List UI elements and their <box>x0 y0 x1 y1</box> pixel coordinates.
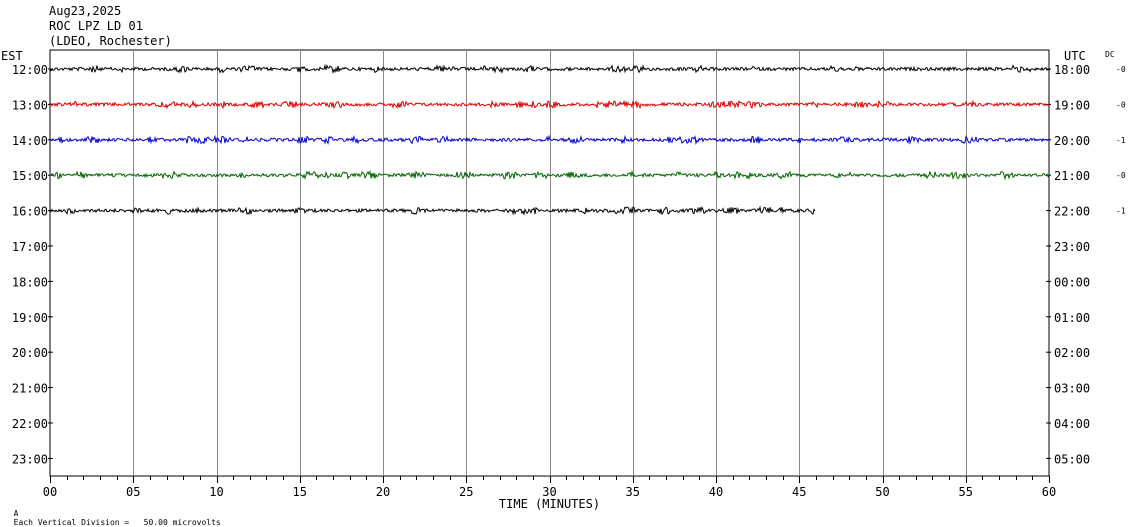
seismic-trace-1600 <box>49 205 816 216</box>
footer-mark: A <box>13 509 19 518</box>
est-row-label: 23:00 <box>12 452 48 466</box>
utc-row-label: 22:00 <box>1054 205 1090 219</box>
est-row-label: 12:00 <box>12 63 48 77</box>
est-row-label: 21:00 <box>12 382 48 396</box>
footer-note: A Each Vertical Division = 50.00 microvo… <box>4 500 221 527</box>
est-row-label: 16:00 <box>12 205 48 219</box>
utc-row-label: 01:00 <box>1054 311 1090 325</box>
dc-offset-value: -0 <box>1116 171 1126 180</box>
est-row-label: 15:00 <box>12 169 48 183</box>
dc-offset-value: -0 <box>1116 100 1126 109</box>
header-date: Aug23,2025 <box>49 4 122 18</box>
x-tick-label: 60 <box>1042 485 1056 499</box>
utc-row-label: 20:00 <box>1054 134 1090 148</box>
seismic-trace-1400 <box>49 134 1049 146</box>
seismic-trace-1300 <box>49 99 1050 110</box>
x-tick-label: 00 <box>43 485 57 499</box>
utc-row-label: 21:00 <box>1054 169 1090 183</box>
est-row-label: 14:00 <box>12 134 48 148</box>
x-tick-label: 50 <box>875 485 889 499</box>
x-tick-label: 40 <box>709 485 723 499</box>
est-row-label: 19:00 <box>12 311 48 325</box>
est-row-label: 22:00 <box>12 417 48 431</box>
est-axis-label: EST <box>1 49 23 63</box>
header-network: (LDEO, Rochester) <box>49 34 172 48</box>
seismic-trace-1500 <box>49 169 1050 181</box>
utc-row-label: 23:00 <box>1054 240 1090 254</box>
x-tick-label: 05 <box>126 485 140 499</box>
utc-row-label: 05:00 <box>1054 452 1090 466</box>
x-tick-label: 25 <box>459 485 473 499</box>
est-row-label: 20:00 <box>12 346 48 360</box>
utc-row-label: 04:00 <box>1054 417 1090 431</box>
utc-row-label: 00:00 <box>1054 275 1090 289</box>
x-axis-title: TIME (MINUTES) <box>499 497 600 511</box>
x-tick-label: 45 <box>792 485 806 499</box>
utc-row-label: 18:00 <box>1054 63 1090 77</box>
est-row-label: 17:00 <box>12 240 48 254</box>
x-tick-label: 20 <box>376 485 390 499</box>
x-tick-label: 30 <box>542 485 556 499</box>
seismic-trace-1200 <box>49 63 1050 75</box>
dc-label: DC <box>1105 50 1115 59</box>
utc-row-label: 03:00 <box>1054 382 1090 396</box>
x-tick-label: 35 <box>626 485 640 499</box>
x-tick-label: 15 <box>293 485 307 499</box>
est-row-label: 18:00 <box>12 275 48 289</box>
x-tick-label: 55 <box>959 485 973 499</box>
dc-offset-value: -1 <box>1116 136 1126 145</box>
x-tick-label: 10 <box>209 485 223 499</box>
plot-frame <box>49 49 1050 477</box>
utc-row-label: 02:00 <box>1054 346 1090 360</box>
header-station: ROC LPZ LD 01 <box>49 19 143 33</box>
dc-offset-value: -0 <box>1116 65 1126 74</box>
vertical-scale-note: Each Vertical Division = 50.00 microvolt… <box>13 518 221 527</box>
utc-axis-label: UTC <box>1064 49 1086 63</box>
est-row-label: 13:00 <box>12 98 48 112</box>
utc-row-label: 19:00 <box>1054 98 1090 112</box>
dc-offset-value: -1 <box>1116 207 1126 216</box>
